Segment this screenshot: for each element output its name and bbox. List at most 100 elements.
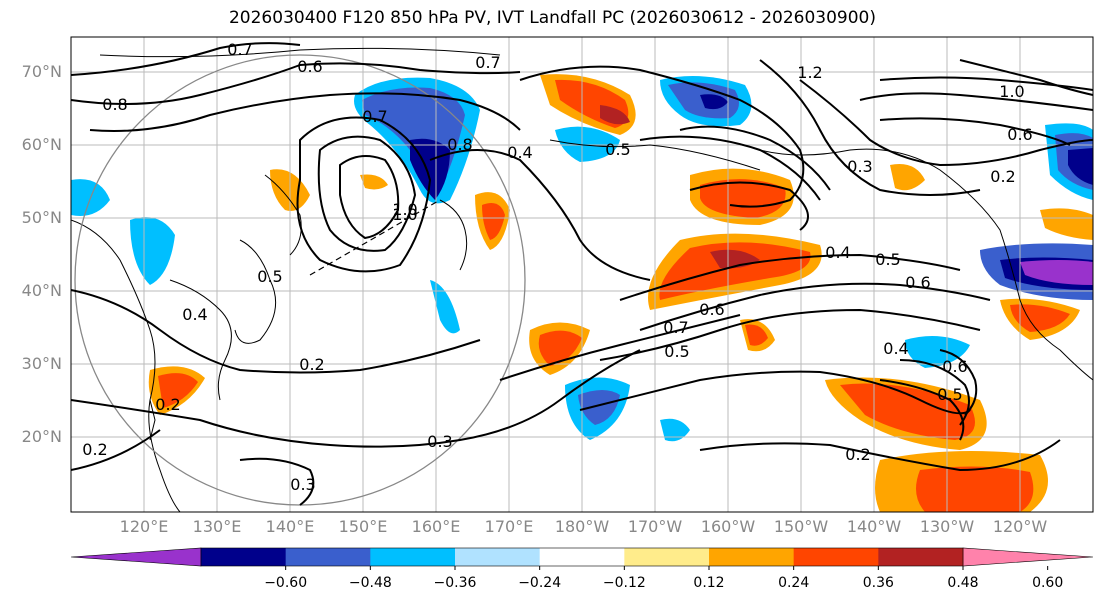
contour-label: 0.6 bbox=[905, 273, 930, 292]
neg-anomaly-region bbox=[555, 126, 620, 162]
lat-label: 40°N bbox=[21, 281, 62, 300]
colorbar-bin bbox=[709, 548, 795, 566]
neg-anomaly-region bbox=[660, 418, 690, 442]
lon-label: 140°W bbox=[846, 517, 902, 536]
neg-anomaly-region bbox=[130, 217, 175, 285]
contour-label: 0.5 bbox=[664, 342, 689, 361]
map-title: 2026030400 F120 850 hPa PV, IVT Landfall… bbox=[228, 8, 876, 28]
pos-anomaly-region bbox=[916, 466, 1034, 512]
contour-label: 0.6 bbox=[297, 57, 322, 76]
pos-anomaly-region bbox=[890, 164, 925, 191]
pos-anomaly-region bbox=[745, 324, 768, 346]
pv-contours bbox=[71, 42, 1093, 506]
contour-label: 0.4 bbox=[883, 339, 908, 358]
dashed-track bbox=[309, 199, 441, 276]
lon-label: 130°W bbox=[919, 517, 975, 536]
colorbar-tick-label: 0.48 bbox=[947, 575, 979, 591]
lat-label: 70°N bbox=[21, 62, 62, 81]
contour-label: 0.3 bbox=[290, 475, 315, 494]
contour-label: 1.0 bbox=[999, 82, 1024, 101]
contour-label: 0.5 bbox=[257, 267, 282, 286]
lon-label: 140°E bbox=[265, 517, 315, 536]
colorbar-tick-label: −0.48 bbox=[348, 575, 392, 591]
colorbar-tick-label: 0.24 bbox=[778, 575, 810, 591]
coastlines bbox=[71, 47, 1093, 512]
colorbar-tick-label: −0.12 bbox=[602, 575, 646, 591]
contour-label: 0.2 bbox=[82, 440, 107, 459]
contour-label: 0.2 bbox=[299, 355, 324, 374]
pos-anomaly-region bbox=[360, 174, 388, 190]
neg-anomaly-region bbox=[1020, 260, 1093, 285]
contour-label: 0.5 bbox=[875, 250, 900, 269]
contour-label: 0.4 bbox=[825, 243, 850, 262]
pos-anomaly-region bbox=[600, 105, 630, 125]
contour-label: 0.3 bbox=[847, 157, 872, 176]
colorbar-tick-label: −0.60 bbox=[264, 575, 308, 591]
contour-label: 0.7 bbox=[227, 40, 252, 59]
pos-anomaly-region bbox=[659, 242, 811, 300]
colorbar-tick-label: 0.60 bbox=[1032, 575, 1064, 591]
lat-lon-grid bbox=[71, 37, 1093, 512]
colorbar-bin bbox=[539, 548, 625, 566]
pos-anomaly-region bbox=[538, 330, 582, 366]
contour-label: 0.8 bbox=[447, 135, 472, 154]
lat-label: 30°N bbox=[21, 354, 62, 373]
lon-label: 150°E bbox=[338, 517, 388, 536]
lon-label: 180°W bbox=[554, 517, 610, 536]
contour-label: 0.6 bbox=[699, 300, 724, 319]
colorbar-tick-label: −0.24 bbox=[518, 575, 562, 591]
contour-label: 0.4 bbox=[507, 143, 532, 162]
pos-anomaly-region bbox=[1040, 208, 1093, 240]
lat-label: 20°N bbox=[21, 427, 62, 446]
lon-label: 170°E bbox=[484, 517, 534, 536]
colorbar-bin bbox=[878, 548, 964, 566]
colorbar bbox=[70, 547, 1094, 570]
contour-label: 1.0 bbox=[392, 200, 417, 219]
contour-label: 0.6 bbox=[942, 357, 967, 376]
contour-label: 0.5 bbox=[605, 140, 630, 159]
contour-label: 0.7 bbox=[663, 318, 688, 337]
colorbar-outline bbox=[200, 547, 964, 567]
contour-label: 1.0 bbox=[392, 205, 417, 224]
shading-layer bbox=[71, 74, 1093, 512]
colorbar-bin bbox=[201, 548, 287, 566]
colorbar-extend-high bbox=[962, 547, 1094, 567]
colorbar-bin bbox=[370, 548, 456, 566]
neg-anomaly-region bbox=[578, 390, 620, 425]
neg-anomaly-region bbox=[905, 336, 970, 368]
pos-anomaly-region bbox=[158, 373, 198, 408]
contour-label: 0.5 bbox=[937, 385, 962, 404]
colorbar-tick-label: 0.12 bbox=[693, 575, 725, 591]
contour-label: 0.4 bbox=[182, 305, 207, 324]
colorbar-bin bbox=[793, 548, 879, 566]
neg-anomaly-region bbox=[700, 94, 728, 110]
contour-label: 0.6 bbox=[1007, 125, 1032, 144]
colorbar-bin bbox=[455, 548, 541, 566]
colorbar-bin bbox=[285, 548, 371, 566]
contour-label: 1.2 bbox=[797, 63, 822, 82]
contour-label: 0.2 bbox=[990, 167, 1015, 186]
map-frame bbox=[70, 36, 1094, 513]
colorbar-tick-label: −0.36 bbox=[433, 575, 477, 591]
lat-label: 60°N bbox=[21, 135, 62, 154]
contour-label: 0.8 bbox=[102, 95, 127, 114]
neg-anomaly-region bbox=[1068, 148, 1093, 185]
pos-anomaly-region bbox=[700, 179, 786, 218]
colorbar-tick-label: 0.36 bbox=[862, 575, 894, 591]
lat-label: 50°N bbox=[21, 208, 62, 227]
neg-anomaly-region bbox=[430, 280, 460, 334]
lon-label: 170°W bbox=[627, 517, 683, 536]
pos-anomaly-region bbox=[482, 202, 505, 240]
lon-label: 150°W bbox=[773, 517, 829, 536]
contour-label: 0.2 bbox=[845, 445, 870, 464]
lon-label: 160°W bbox=[700, 517, 756, 536]
lon-label: 120°E bbox=[119, 517, 169, 536]
lon-label: 130°E bbox=[192, 517, 242, 536]
contour-labels: 0.7 0.6 0.7 0.7 1.0 0.8 0.8 1.2 1.0 0.6 0.4 0.5 0.3 0… bbox=[82, 40, 1032, 494]
contour-label: 0.7 bbox=[475, 53, 500, 72]
contour-label: 0.2 bbox=[155, 395, 180, 414]
lon-label: 120°W bbox=[992, 517, 1048, 536]
contour-label: 0.3 bbox=[427, 432, 452, 451]
colorbar-extend-low bbox=[70, 547, 202, 567]
